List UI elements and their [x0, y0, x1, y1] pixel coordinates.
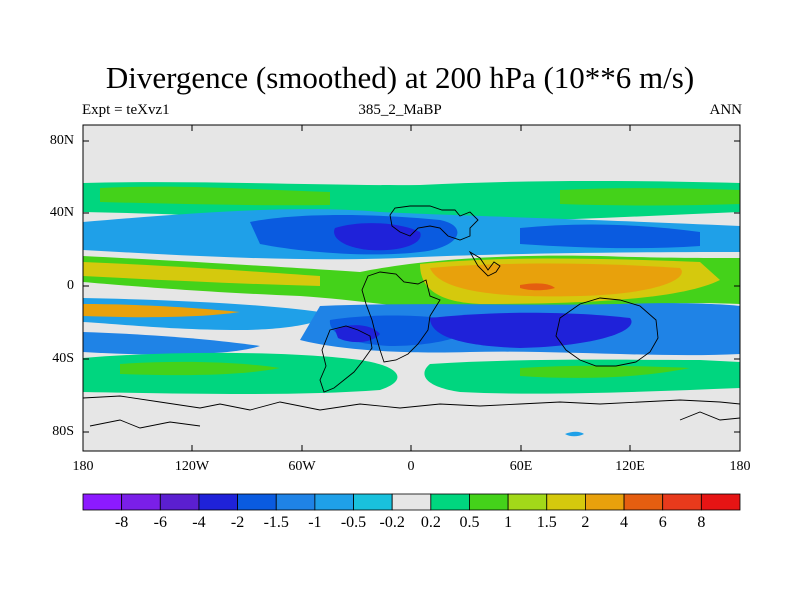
sh-divergence-west [83, 332, 260, 355]
africa-outline [361, 271, 441, 363]
colorbar-label: -4 [192, 514, 206, 531]
axis-ticks [83, 125, 740, 451]
south-america-outline [319, 325, 373, 393]
lat-label-40n: 40N [49, 205, 74, 220]
colorbar-swatch [121, 493, 161, 511]
colorbar-label: 0.2 [420, 514, 441, 531]
colorbar-swatch [159, 493, 200, 511]
colorbar-swatch [430, 493, 470, 511]
colorbar-label: 1.5 [536, 514, 557, 531]
colorbar [82, 493, 741, 511]
colorbar-label: 0.5 [459, 514, 480, 531]
lat-label-0: 0 [67, 278, 74, 293]
lat-label-40s: 40S [52, 351, 74, 366]
lon-label-60w: 60W [288, 459, 316, 474]
colorbar-swatch [314, 493, 354, 511]
sh-amber-patch [83, 304, 240, 318]
experiment-label: Expt = teXvz1 [82, 102, 170, 118]
colorbar-swatch [700, 493, 741, 511]
equatorial-band-amber [83, 262, 320, 286]
season-label: ANN [709, 102, 743, 118]
colorbar-label: 4 [620, 514, 629, 531]
colorbar-swatch [353, 493, 393, 511]
map-field [83, 125, 740, 451]
map-title: Divergence (smoothed) at 200 hPa (10**6 … [105, 60, 695, 95]
colorbar-label: 1 [504, 514, 513, 531]
sh-midlat-core [120, 361, 280, 376]
colorbar-label: -1.5 [263, 514, 289, 531]
sh-convergence-core-east [430, 312, 632, 348]
lat-label-80n: 80N [49, 133, 74, 148]
colorbar-label: -6 [153, 514, 167, 531]
colorbar-swatch [237, 493, 277, 511]
colorbar-label: 2 [581, 514, 590, 531]
colorbar-label: 8 [697, 514, 706, 531]
nh-convergence-east [520, 224, 700, 249]
nh-convergence-core [334, 223, 421, 251]
colorbar-label: -8 [114, 514, 129, 531]
sh-convergence-core-west [335, 325, 380, 343]
australia-outline [555, 297, 659, 367]
europe-asia-outline [389, 205, 479, 241]
continent-outlines [83, 205, 740, 429]
antarctica-inner [89, 411, 740, 429]
lon-label-180e: 180 [729, 459, 751, 474]
lon-label-120e: 120E [615, 459, 645, 474]
lon-label-60e: 60E [509, 459, 533, 474]
lon-label-120w: 120W [174, 459, 210, 474]
colorbar-swatch [82, 493, 123, 511]
nh-divergence-core-east [560, 188, 740, 206]
antarctic-patch [565, 431, 584, 437]
colorbar-label: -0.2 [379, 514, 405, 531]
tropical-max-red [520, 283, 555, 291]
colorbar-label: -2 [230, 514, 245, 531]
lat-label-80s: 80S [52, 424, 74, 439]
colorbar-swatch [507, 493, 548, 511]
case-label: 385_2_MaBP [358, 102, 442, 118]
colorbar-swatch [391, 493, 432, 511]
colorbar-swatch [585, 493, 625, 511]
india-outline [468, 250, 501, 277]
nh-divergence-core [100, 186, 330, 206]
colorbar-label: 6 [658, 514, 667, 531]
colorbar-label: -1 [308, 514, 322, 531]
antarctica-outline [83, 395, 740, 411]
lon-label-180w: 180 [72, 459, 94, 474]
colorbar-swatch [275, 493, 316, 511]
colorbar-swatch [623, 493, 664, 511]
colorbar-swatch [198, 493, 238, 511]
colorbar-swatch [662, 493, 702, 511]
colorbar-swatch [546, 493, 586, 511]
tropical-max-orange [430, 263, 682, 297]
colorbar-label: -0.5 [340, 514, 367, 531]
sh-midlat-core-east [520, 365, 690, 378]
lon-label-0: 0 [407, 459, 415, 474]
colorbar-swatch [469, 493, 509, 511]
